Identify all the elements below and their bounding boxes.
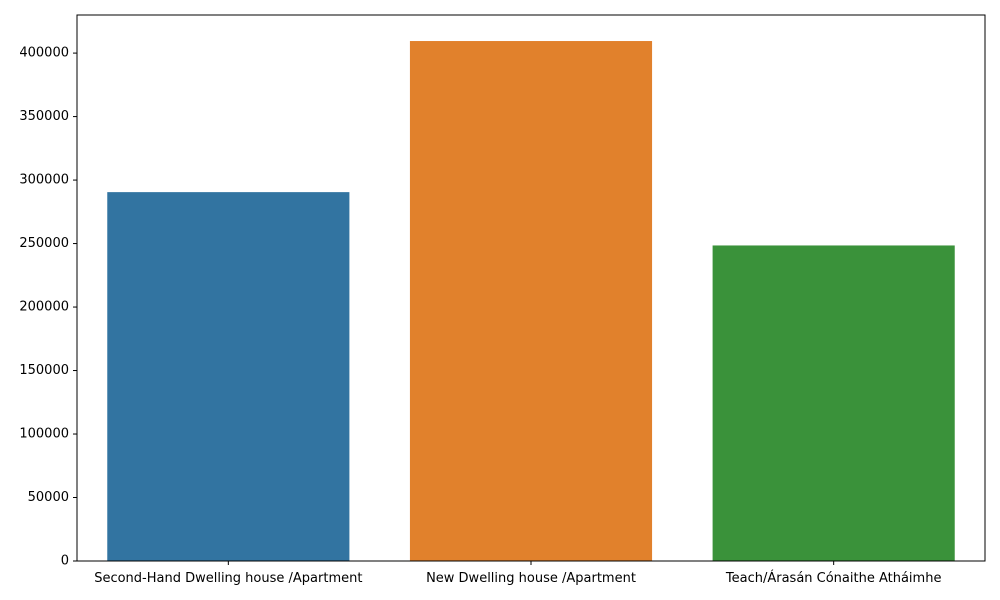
bars — [107, 41, 955, 562]
x-tick-label: Teach/Árasán Cónaithe Atháimhe — [725, 570, 942, 586]
bar-1 — [107, 192, 350, 561]
y-tick-label: 200000 — [19, 300, 69, 315]
bar-2 — [409, 41, 653, 562]
plot-frame — [76, 14, 986, 562]
bar-3 — [712, 245, 955, 562]
y-tick-label: 300000 — [19, 173, 69, 188]
y-tick-label: 0 — [61, 554, 69, 569]
y-tick-label: 150000 — [19, 363, 69, 378]
x-axis: Second-Hand Dwelling house /Apartment New… — [94, 561, 941, 586]
x-tick-label: Second-Hand Dwelling house /Apartment — [94, 571, 362, 586]
y-axis: 0 50000 100000 150000 200000 250000 300000 3500… — [19, 46, 77, 569]
y-tick-label: 350000 — [19, 109, 69, 124]
y-tick-label: 400000 — [19, 46, 69, 61]
x-tick-label: New Dwelling house /Apartment — [426, 571, 636, 586]
y-tick-label: 50000 — [28, 490, 69, 505]
y-tick-label: 100000 — [19, 427, 69, 442]
y-tick-label: 250000 — [19, 236, 69, 251]
